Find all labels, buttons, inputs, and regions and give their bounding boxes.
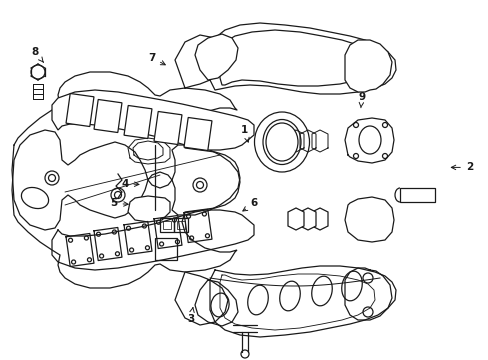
Text: 6: 6 [243,198,257,211]
Polygon shape [299,208,315,230]
Text: 9: 9 [358,92,365,108]
Ellipse shape [114,192,121,198]
Polygon shape [220,30,374,86]
Bar [399,188,434,202]
Polygon shape [287,208,304,230]
Polygon shape [195,34,238,80]
Polygon shape [345,197,393,242]
Polygon shape [345,40,391,92]
Polygon shape [94,99,122,132]
Polygon shape [124,105,152,139]
Bar [177,221,184,229]
Bar [155,238,177,260]
Polygon shape [128,196,170,222]
Polygon shape [154,112,182,144]
Ellipse shape [254,112,309,172]
Text: 4: 4 [121,179,139,189]
Polygon shape [175,272,227,325]
Polygon shape [209,23,395,94]
Ellipse shape [265,123,297,161]
Polygon shape [66,94,94,126]
Ellipse shape [48,175,55,181]
Text: 2: 2 [450,162,472,172]
Polygon shape [12,130,240,288]
Polygon shape [311,208,327,230]
Text: 8: 8 [32,47,43,62]
Text: 7: 7 [147,53,165,65]
Bar [160,218,174,232]
Polygon shape [52,90,253,150]
Text: 1: 1 [241,125,248,142]
Polygon shape [183,117,211,150]
Text: 3: 3 [187,308,194,324]
Ellipse shape [196,181,203,189]
Text: 5: 5 [110,198,128,208]
Bar [174,218,187,232]
Bar [163,221,171,229]
